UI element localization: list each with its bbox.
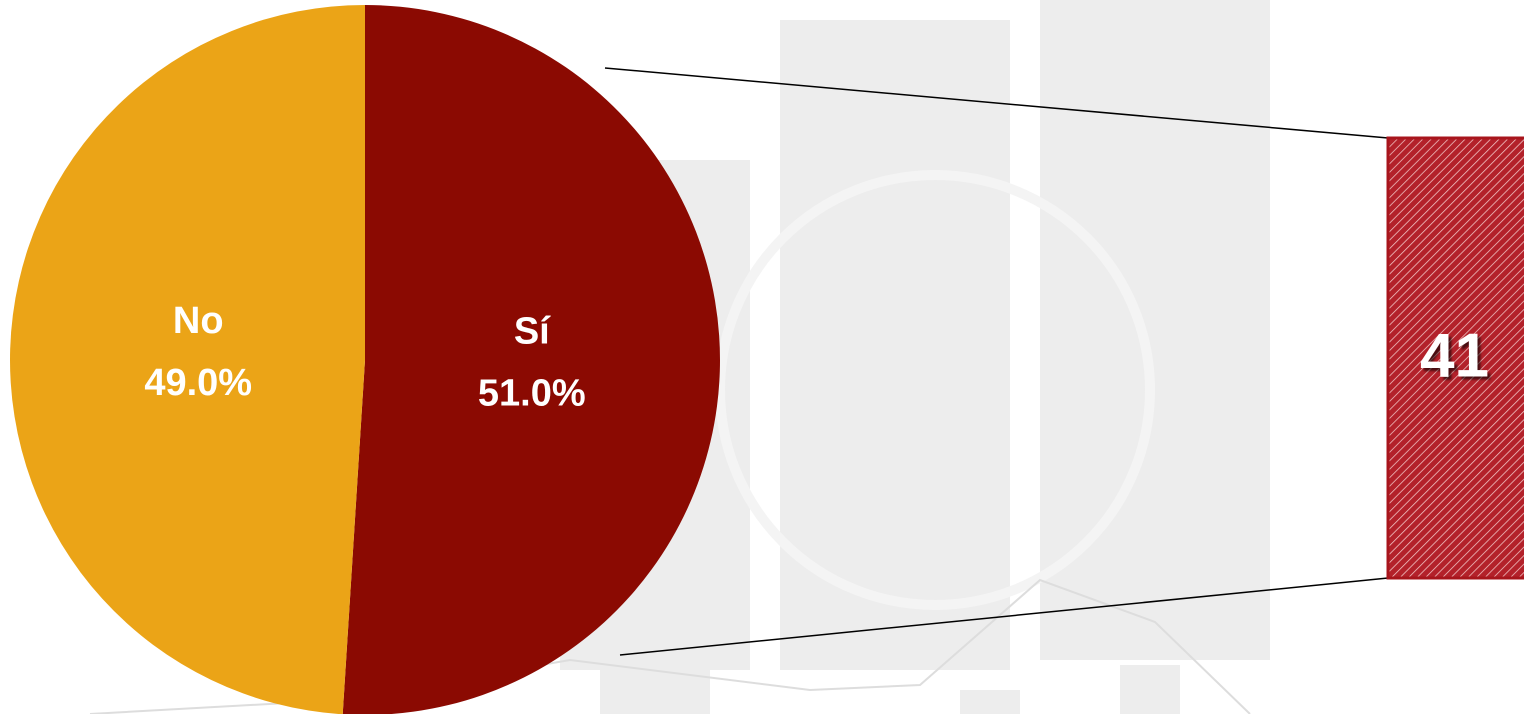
pie-slice bbox=[10, 5, 365, 714]
connector-line bbox=[619, 577, 1389, 656]
slice-label: No bbox=[173, 300, 224, 342]
slice-label: Sí bbox=[514, 310, 551, 352]
slice-value-label: 49.0% bbox=[144, 362, 252, 404]
slice-value-label: 51.0% bbox=[478, 372, 586, 414]
callout-box bbox=[1386, 136, 1524, 580]
callout-value: 41 bbox=[1420, 321, 1489, 390]
pie-slice bbox=[342, 5, 720, 714]
connector-line bbox=[604, 67, 1389, 139]
